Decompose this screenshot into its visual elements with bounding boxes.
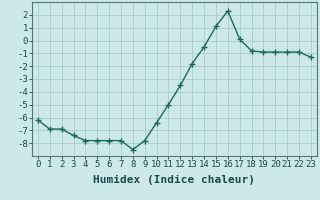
- X-axis label: Humidex (Indice chaleur): Humidex (Indice chaleur): [93, 175, 255, 185]
